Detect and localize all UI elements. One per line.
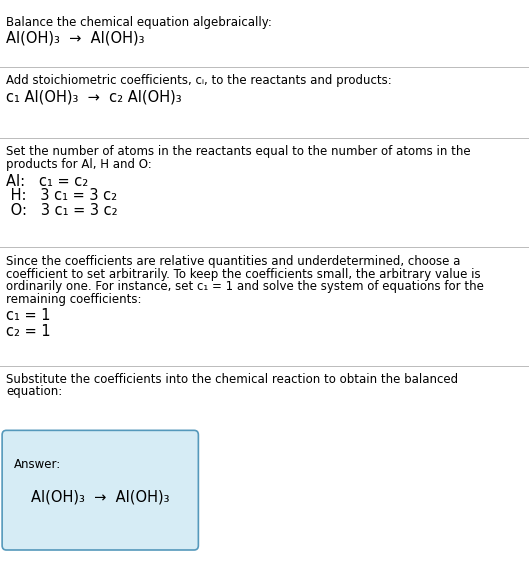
FancyBboxPatch shape [2,430,198,550]
Text: Al(OH)₃  →  Al(OH)₃: Al(OH)₃ → Al(OH)₃ [31,490,169,505]
Text: Add stoichiometric coefficients, cᵢ, to the reactants and products:: Add stoichiometric coefficients, cᵢ, to … [6,74,392,87]
Text: products for Al, H and O:: products for Al, H and O: [6,158,152,171]
Text: H:   3 c₁ = 3 c₂: H: 3 c₁ = 3 c₂ [6,188,117,203]
Text: Set the number of atoms in the reactants equal to the number of atoms in the: Set the number of atoms in the reactants… [6,145,471,158]
Text: Al:   c₁ = c₂: Al: c₁ = c₂ [6,174,88,188]
Text: Al(OH)₃  →  Al(OH)₃: Al(OH)₃ → Al(OH)₃ [6,31,145,45]
Text: O:   3 c₁ = 3 c₂: O: 3 c₁ = 3 c₂ [6,203,118,218]
Text: c₂ = 1: c₂ = 1 [6,324,51,339]
Text: remaining coefficients:: remaining coefficients: [6,293,142,306]
Text: c₁ = 1: c₁ = 1 [6,308,51,323]
Text: Answer:: Answer: [14,458,61,471]
Text: Substitute the coefficients into the chemical reaction to obtain the balanced: Substitute the coefficients into the che… [6,373,459,386]
Text: Balance the chemical equation algebraically:: Balance the chemical equation algebraica… [6,16,272,29]
Text: coefficient to set arbitrarily. To keep the coefficients small, the arbitrary va: coefficient to set arbitrarily. To keep … [6,268,481,281]
Text: Since the coefficients are relative quantities and underdetermined, choose a: Since the coefficients are relative quan… [6,255,461,268]
Text: equation:: equation: [6,385,62,398]
Text: ordinarily one. For instance, set c₁ = 1 and solve the system of equations for t: ordinarily one. For instance, set c₁ = 1… [6,280,484,293]
Text: c₁ Al(OH)₃  →  c₂ Al(OH)₃: c₁ Al(OH)₃ → c₂ Al(OH)₃ [6,89,182,104]
